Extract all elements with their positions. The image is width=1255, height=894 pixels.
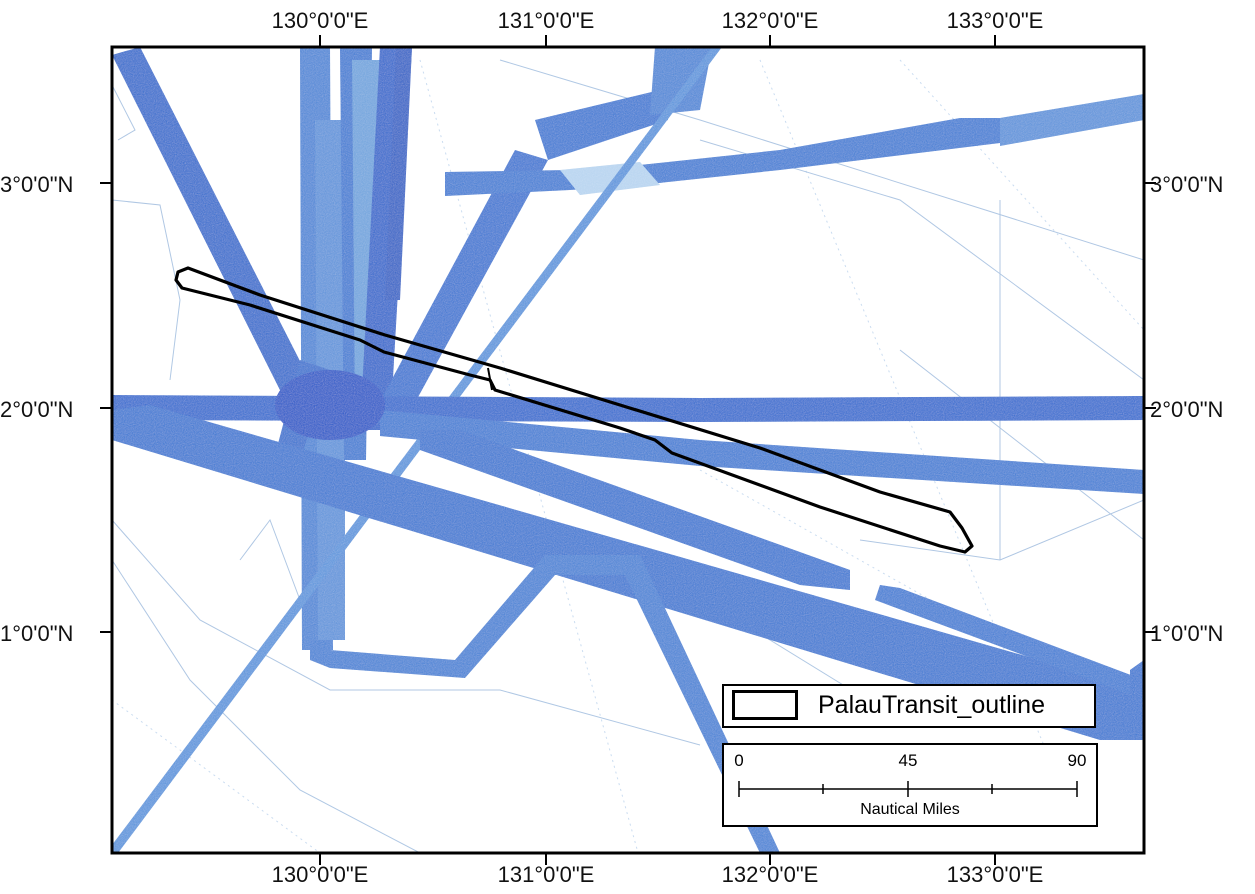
graticule-label-bottom: 131°0'0"E <box>497 862 595 887</box>
graticule-label-bottom: 132°0'0"E <box>721 862 819 887</box>
swath-vertical-6 <box>385 47 412 300</box>
swath-3n-light <box>560 162 660 195</box>
scale-bar: 0 45 90 Nautical Miles <box>722 743 1098 827</box>
graticule-label-bottom: 133°0'0"E <box>946 862 1044 887</box>
bathymetry-layer <box>112 47 1144 853</box>
graticule-label-right: 2°0'0"N <box>1150 397 1224 422</box>
graticule-label-right: 3°0'0"N <box>1150 172 1224 197</box>
scale-bar-unit: Nautical Miles <box>860 801 960 818</box>
swath-long-thin <box>112 47 722 853</box>
graticule-label-left: 2°0'0"N <box>0 397 74 422</box>
dense-crossing-patch <box>275 370 385 440</box>
swath-2n-second <box>380 410 1144 494</box>
swath-southern-loop <box>310 555 780 853</box>
map-frame <box>110 45 1146 855</box>
graticule-ticks <box>100 35 1156 865</box>
swath-diagonal-b <box>535 90 668 160</box>
palau-transit-inner-line <box>487 367 493 391</box>
palau-transit-outline <box>174 266 974 554</box>
swath-east-edge <box>1130 660 1144 710</box>
scale-bar-tick-max: 90 <box>1067 751 1087 770</box>
swath-3n-east <box>1000 94 1144 146</box>
graticule-label-top: 131°0'0"E <box>497 8 595 33</box>
swath-southeast <box>420 430 850 590</box>
graticule-label-right: 1°0'0"N <box>1150 621 1224 646</box>
swath-diagonal-c <box>650 47 712 115</box>
scale-bar-graphic <box>738 781 1078 797</box>
graticule-label-left: 3°0'0"N <box>0 172 74 197</box>
graticule-label-top: 132°0'0"E <box>721 8 819 33</box>
graticule-label-top: 133°0'0"E <box>946 8 1044 33</box>
legend-outline-swatch <box>732 690 798 720</box>
legend-layer-label: PalauTransit_outline <box>818 691 1045 719</box>
map-legend: PalauTransit_outline <box>722 684 1096 728</box>
graticule-label-left: 1°0'0"N <box>0 621 74 646</box>
scale-bar-tick-mid: 45 <box>898 751 918 770</box>
swath-left-diag <box>112 47 330 430</box>
graticule-label-bottom: 130°0'0"E <box>271 862 369 887</box>
swath-southeast-2 <box>875 585 1144 700</box>
scale-bar-tick-0: 0 <box>734 751 744 770</box>
graticule-label-top: 130°0'0"E <box>271 8 369 33</box>
